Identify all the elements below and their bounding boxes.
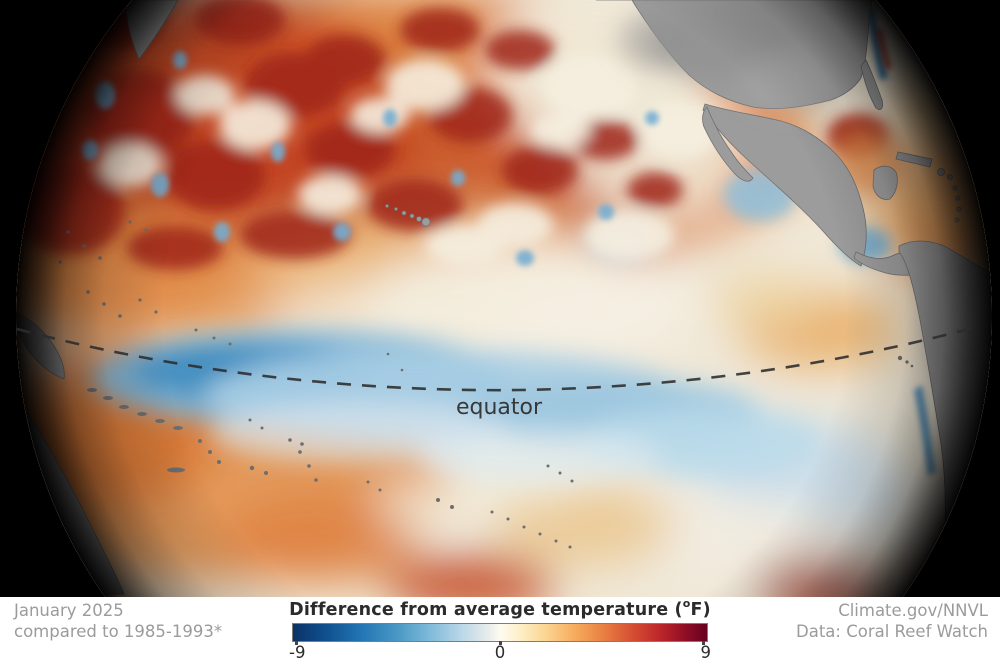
- date-info: January 2025 compared to 1985-1993*: [14, 600, 222, 642]
- colorbar: [292, 623, 708, 645]
- date-baseline: compared to 1985-1993*: [14, 622, 223, 641]
- globe-sphere: [16, 0, 992, 597]
- credit-site: Climate.gov/NNVL: [838, 601, 988, 620]
- date-period: January 2025: [14, 601, 124, 620]
- colorbar-tick-labels: -9 0 9: [289, 643, 711, 663]
- legend-title: Difference from average temperature (oF): [232, 597, 768, 620]
- sphere-limb-shading: [16, 0, 992, 597]
- colorbar-tick-mark: [702, 641, 705, 645]
- equator-line: [16, 324, 981, 392]
- colorbar-tick-mark: [499, 641, 502, 645]
- legend-title-suffix: F): [690, 599, 711, 620]
- legend-title-prefix: Difference from average temperature (: [289, 599, 683, 620]
- credits: Climate.gov/NNVL Data: Coral Reef Watch: [796, 600, 988, 642]
- equator-label: equator: [456, 395, 543, 420]
- legend-title-degree: o: [682, 597, 691, 610]
- legend-tick-max: 9: [700, 643, 712, 662]
- credit-data: Data: Coral Reef Watch: [796, 622, 988, 641]
- footer: January 2025 compared to 1985-1993* Diff…: [0, 597, 1000, 666]
- colorbar-tick-mark: [295, 641, 298, 645]
- globe-map: equator: [16, 0, 992, 597]
- legend-tick-zero: 0: [494, 643, 506, 662]
- legend-tick-min: -9: [289, 643, 306, 662]
- globe-map-area: equator: [0, 0, 1000, 597]
